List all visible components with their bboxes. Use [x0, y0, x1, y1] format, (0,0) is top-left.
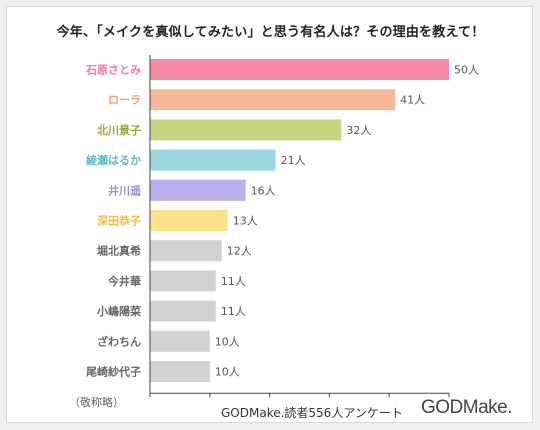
bar [150, 300, 216, 322]
value-label: 50人 [454, 64, 479, 77]
bar [150, 330, 210, 352]
value-label: 11人 [221, 275, 246, 288]
value-label: 10人 [215, 366, 240, 379]
honorific-note: （敬称略） [69, 396, 124, 409]
bar [150, 270, 216, 292]
category-label: 小嶋陽菜 [96, 304, 142, 318]
category-label: 尾崎紗代子 [85, 365, 141, 379]
bar [150, 89, 396, 111]
value-label: 41人 [400, 94, 425, 107]
bar [150, 149, 276, 171]
category-label: 堀北真希 [97, 244, 141, 258]
bar [150, 179, 246, 201]
category-label: 綾瀬はるか [86, 153, 141, 167]
category-label: 今井華 [107, 274, 141, 288]
bar [150, 361, 210, 382]
value-label: 21人 [281, 154, 306, 167]
value-label: 12人 [227, 245, 252, 258]
category-label: 深田恭子 [97, 214, 141, 228]
value-label: 11人 [221, 305, 246, 318]
category-label: ざわちん [97, 334, 141, 348]
value-label: 13人 [233, 215, 258, 228]
value-label: 10人 [215, 335, 240, 348]
value-label: 16人 [251, 184, 276, 197]
category-label: 井川遥 [108, 183, 141, 197]
category-label: 石原さとみ [85, 64, 141, 77]
survey-source: GODMake.読者556人アンケート [221, 406, 403, 420]
value-label: 32人 [346, 124, 371, 137]
bar [150, 119, 342, 141]
category-label: ローラ [108, 94, 141, 107]
chart-title: 今年、「メイクを真似してみたい」と思う有名人は？その理由を教えて！ [56, 25, 485, 40]
brand-logo: GODMake. [421, 397, 513, 418]
category-label: 北川景子 [97, 123, 141, 137]
bar [150, 210, 228, 231]
chart-card: 今年、「メイクを真似してみたい」と思う有名人は？その理由を教えて！ 石原さとみ 5… [6, 6, 533, 423]
bar [150, 240, 222, 262]
bar [150, 59, 449, 80]
